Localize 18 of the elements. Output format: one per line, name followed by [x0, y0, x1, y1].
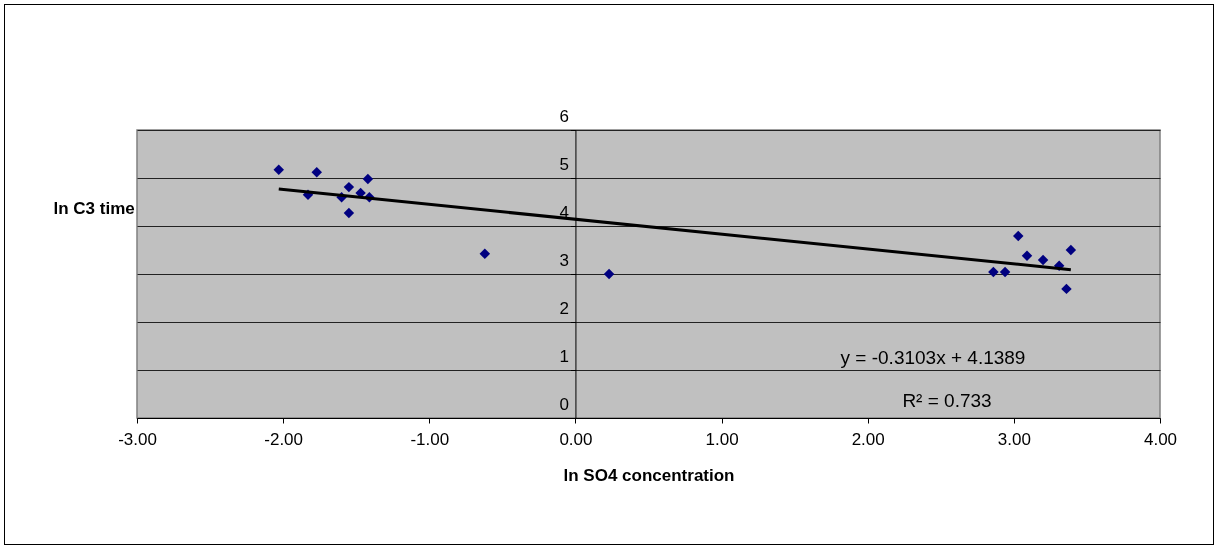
y-tick-label: 1 [559, 346, 569, 366]
y-tick-label: 0 [559, 394, 569, 414]
annotation: R² = 0.733 [902, 390, 992, 411]
y-tick-label: 5 [559, 154, 569, 174]
x-tick-label: 3.00 [997, 429, 1031, 449]
x-axis-title: ln SO4 concentration [563, 465, 735, 485]
y-tick-label: 6 [559, 106, 569, 126]
y-axis-title: ln C3 time [53, 198, 135, 218]
x-tick-label: 4.00 [1143, 429, 1178, 449]
x-tick-label: -3.00 [118, 429, 157, 449]
x-tick-label: 2.00 [851, 429, 885, 449]
x-tick-label: 0.00 [559, 429, 593, 449]
y-tick-label: 3 [559, 250, 569, 270]
x-tick-label: -1.00 [410, 429, 450, 449]
x-tick-label: -2.00 [264, 429, 304, 449]
x-tick-label: 1.00 [705, 429, 739, 449]
annotation: y = -0.3103x + 4.1389 [840, 347, 1026, 368]
y-tick-label: 2 [559, 298, 569, 318]
